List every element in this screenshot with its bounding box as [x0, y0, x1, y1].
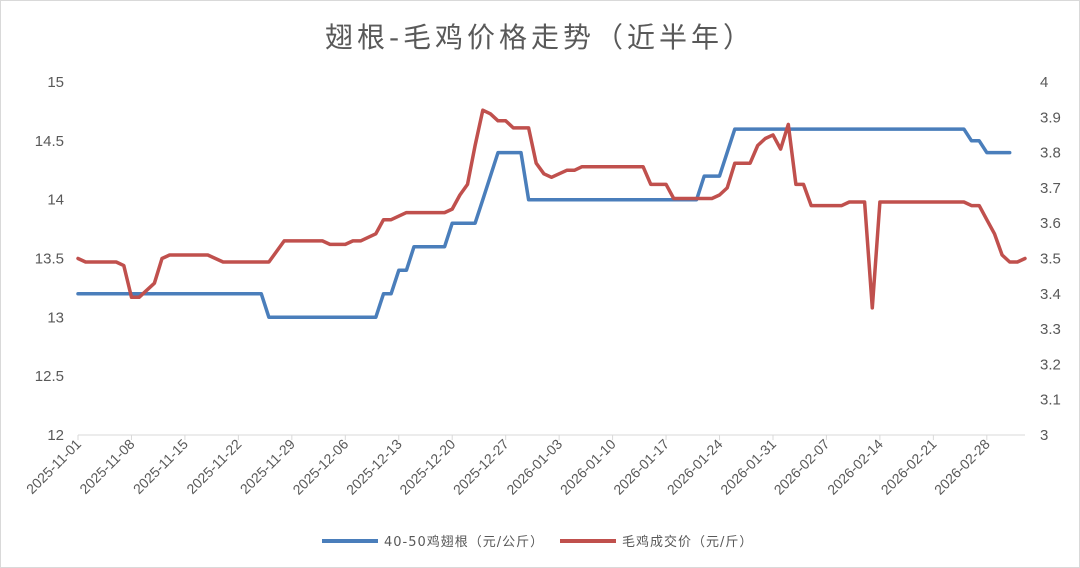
right-tick-label: 3	[1040, 427, 1048, 444]
x-tick-label: 2026-01-03	[503, 436, 565, 498]
right-tick-label: 3.7	[1040, 180, 1061, 197]
legend-label-series-1: 40-50鸡翅根（元/公斤）	[384, 534, 544, 550]
x-tick-label: 2026-01-31	[717, 436, 779, 498]
x-tick-label: 2025-12-27	[450, 436, 512, 498]
x-tick-label: 2025-11-01	[23, 436, 84, 497]
left-tick-label: 12	[47, 427, 64, 444]
left-axis: 12 12.5 13 13.5 14 14.5 15	[35, 74, 64, 444]
x-tick-label: 2025-12-20	[396, 436, 458, 498]
legend: 40-50鸡翅根（元/公斤） 毛鸡成交价（元/斤）	[322, 534, 753, 550]
x-tick-label: 2026-01-10	[557, 436, 619, 498]
left-tick-label: 13.5	[35, 251, 64, 268]
x-tick-label: 2026-02-28	[931, 436, 993, 498]
series-line-1	[76, 127, 1012, 320]
right-axis: 3 3.1 3.2 3.3 3.4 3.5 3.6 3.7 3.8 3.9 4	[1040, 74, 1061, 444]
right-tick-label: 3.6	[1040, 215, 1061, 232]
left-tick-label: 14.5	[35, 133, 64, 150]
right-tick-label: 3.2	[1040, 356, 1061, 373]
series-line-2	[76, 108, 1027, 310]
right-tick-label: 3.1	[1040, 392, 1061, 409]
right-tick-label: 3.4	[1040, 286, 1061, 303]
x-tick-label: 2025-12-06	[289, 436, 351, 498]
right-tick-label: 4	[1040, 74, 1048, 91]
legend-label-series-2: 毛鸡成交价（元/斤）	[622, 534, 753, 550]
right-tick-label: 3.8	[1040, 145, 1061, 162]
x-tick-label: 2025-11-22	[183, 436, 244, 497]
x-tick-label: 2025-11-29	[237, 436, 298, 497]
x-tick-label: 2026-02-07	[771, 436, 833, 498]
x-tick-label: 2025-11-15	[130, 436, 191, 497]
x-tick-label: 2026-01-24	[664, 436, 726, 498]
right-tick-label: 3.3	[1040, 321, 1061, 338]
x-axis: 2025-11-012025-11-082025-11-152025-11-22…	[23, 435, 993, 498]
x-tick-label: 2026-02-21	[878, 436, 940, 498]
right-tick-label: 3.5	[1040, 251, 1061, 268]
left-tick-label: 13	[47, 309, 64, 326]
series-layer	[76, 108, 1027, 320]
left-tick-label: 14	[47, 192, 64, 209]
right-tick-label: 3.9	[1040, 109, 1061, 126]
x-tick-label: 2025-11-08	[76, 436, 137, 497]
x-tick-label: 2025-12-13	[343, 436, 405, 498]
chart-title: 翅根-毛鸡价格走势（近半年）	[325, 21, 755, 54]
x-tick-label: 2026-02-14	[824, 436, 886, 498]
x-tick-label: 2026-01-17	[610, 436, 672, 498]
left-tick-label: 15	[47, 74, 64, 91]
left-tick-label: 12.5	[35, 368, 64, 385]
